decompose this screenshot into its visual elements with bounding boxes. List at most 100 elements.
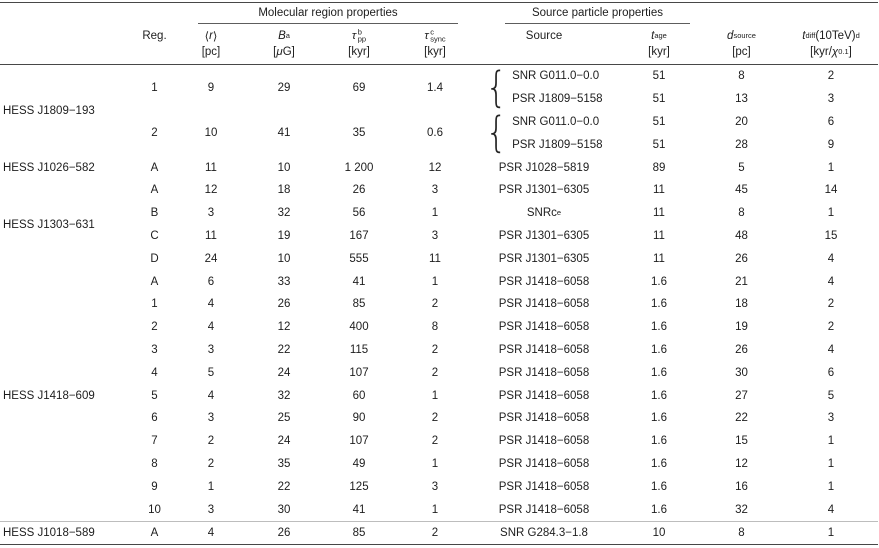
cell-tau-pp: 107 xyxy=(349,435,369,448)
cell-r: 3 xyxy=(207,343,215,356)
cell-tau-pp: 167 xyxy=(349,229,369,242)
cell-d-source: 21 xyxy=(735,275,748,288)
cell-t-age: 1.6 xyxy=(651,298,667,311)
cell-t-age: 1.6 xyxy=(651,366,667,379)
cell-B: 19 xyxy=(277,229,291,242)
source-name-stack: SNR G011.0−0.0 PSR J1809−5158 xyxy=(512,65,602,111)
row-group-name: HESS J1418−609 xyxy=(3,389,95,402)
cell-B: 24 xyxy=(277,435,291,448)
left-brace-icon: { xyxy=(485,108,508,158)
cell-t-age: 1.6 xyxy=(651,412,667,425)
cell-region: 2 xyxy=(151,127,158,140)
column-label: ⟨ r ⟩ xyxy=(204,30,218,43)
cell-source: PSR J1418−6058 xyxy=(498,366,590,379)
group-header-molecular: Molecular region properties xyxy=(198,3,458,24)
cell-d-source: 15 xyxy=(735,435,748,448)
cell-t-diff: 6 xyxy=(827,115,835,128)
cell-B: 10 xyxy=(277,161,291,174)
column-unit: [kyr] xyxy=(348,46,370,58)
cell-r: 5 xyxy=(207,366,215,379)
cell-d-source: 12 xyxy=(735,457,748,470)
cell-region: 1 xyxy=(151,81,158,94)
cell-region: D xyxy=(150,252,159,265)
cell-t-diff: 4 xyxy=(827,275,835,288)
cell-d-source: 27 xyxy=(735,389,748,402)
cell-region: A xyxy=(150,161,159,174)
cell-tau-pp: 115 xyxy=(349,343,369,356)
cell-t-diff: 6 xyxy=(827,366,835,379)
cell-tau-sync: 3 xyxy=(431,229,439,242)
cell-tau-sync: 0.6 xyxy=(427,127,443,140)
cell-t-diff: 1 xyxy=(827,207,835,220)
cell-tau-sync: 2 xyxy=(401,520,469,544)
cell-B: 30 xyxy=(277,503,291,516)
cell-source-group: {SNR G011.0−0.0 PSR J1809−5158 xyxy=(469,111,619,157)
cell-tau-pp: 107 xyxy=(349,366,369,379)
cell-region: 9 xyxy=(151,480,158,493)
column-unit: [kyr/χ 0.1] xyxy=(810,46,852,58)
cell-region: 4 xyxy=(151,366,158,379)
cell-tau-sync: 1 xyxy=(431,457,439,470)
cell-d-source: 32 xyxy=(735,503,748,516)
cell-tau-pp: 125 xyxy=(349,480,369,493)
column-header-tau_pp: τ b pp [kyr] xyxy=(317,24,401,64)
cell-d-source: 26 xyxy=(735,252,748,265)
cell-region: 10 xyxy=(148,503,161,516)
cell-r: 3 xyxy=(207,207,215,220)
cell-tau-pp: 85 xyxy=(352,298,366,311)
cell-t-diff: 1 xyxy=(784,520,878,544)
cell-t-age: 11 xyxy=(653,252,665,265)
cell-source: PSR J1418−6058 xyxy=(498,480,590,493)
column-label: t diff (10TeV) d xyxy=(802,30,860,42)
cell-t-diff: 4 xyxy=(827,503,835,516)
cell-B: 33 xyxy=(277,275,291,288)
left-brace-icon: { xyxy=(485,63,508,113)
cell-d-source: 20 xyxy=(735,115,748,128)
cell-tau-pp: 1 200 xyxy=(344,161,374,174)
cell-t-diff: 1 xyxy=(827,480,835,493)
cell-source: PSR J1418−6058 xyxy=(498,343,590,356)
cell-t-diff: 5 xyxy=(827,389,835,402)
cell-d-source: 28 xyxy=(735,138,748,151)
column-unit: [pc] xyxy=(732,46,751,58)
cell-d-source: 8 xyxy=(738,207,745,220)
cell-tau-pp: 400 xyxy=(349,321,369,334)
cell-B: 26 xyxy=(277,298,291,311)
cell-region: 3 xyxy=(151,343,158,356)
cell-d-source: 13 xyxy=(735,93,748,106)
cell-tau-sync: 2 xyxy=(431,298,439,311)
cell-tau-pp: 555 xyxy=(349,252,369,265)
cell-source-group: {SNR G011.0−0.0 PSR J1809−5158 xyxy=(469,65,619,111)
cell-B: 22 xyxy=(277,343,291,356)
cell-t-age: 51 xyxy=(652,115,666,128)
cell-r: 2 xyxy=(207,457,215,470)
cell-r: 10 xyxy=(204,127,218,140)
cell-region: C xyxy=(150,229,159,242)
cell-r: 2 xyxy=(207,435,215,448)
cell-r: 4 xyxy=(207,389,215,402)
cell-tau-sync: 11 xyxy=(429,252,441,265)
cell-B: 12 xyxy=(277,321,291,334)
cell-B: 32 xyxy=(277,207,291,220)
cell-t-age: 1.6 xyxy=(651,457,667,470)
cell-t-age: 89 xyxy=(652,161,666,174)
cell-B: 22 xyxy=(277,480,291,493)
cell-t-age: 10 xyxy=(619,520,699,544)
cell-d-source: 8 xyxy=(699,520,784,544)
cell-tau-sync: 1 xyxy=(431,389,439,402)
cell-r: 12 xyxy=(204,184,218,197)
column-header-t_age: t age [kyr] xyxy=(619,24,699,64)
column-label: d source xyxy=(727,30,756,42)
cell-tau-sync: 8 xyxy=(431,321,439,334)
cell-source: PSR J1418−6058 xyxy=(498,275,590,288)
cell-B: 35 xyxy=(277,457,291,470)
column-label: τ b pp xyxy=(351,27,367,44)
cell-tau-pp: 26 xyxy=(352,184,366,197)
cell-r: 24 xyxy=(204,252,218,265)
cell-t-age: 51 xyxy=(652,93,666,106)
cell-r: 9 xyxy=(207,81,215,94)
cell-tau-pp: 49 xyxy=(352,457,366,470)
column-header-reg: Reg. xyxy=(138,24,171,64)
cell-t-diff: 4 xyxy=(827,252,835,265)
